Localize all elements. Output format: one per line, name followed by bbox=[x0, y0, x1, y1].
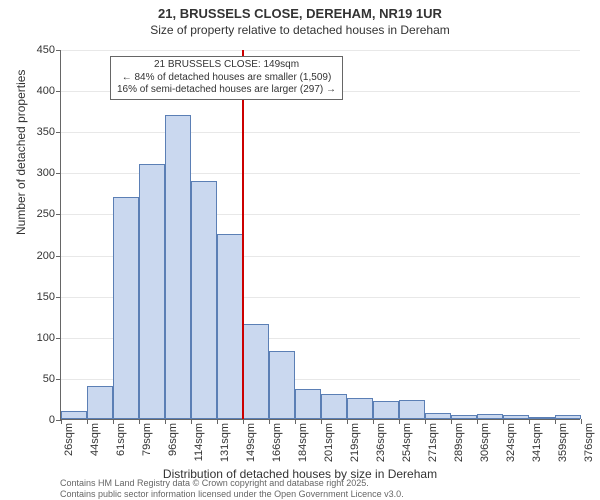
histogram-bar bbox=[373, 401, 399, 419]
histogram-bar bbox=[425, 413, 451, 419]
histogram-bar bbox=[243, 324, 269, 419]
histogram-bar bbox=[503, 415, 529, 419]
xtick-mark bbox=[61, 419, 62, 424]
histogram-bar bbox=[165, 115, 191, 419]
ytick-mark bbox=[56, 173, 61, 174]
xtick-label: 184sqm bbox=[297, 423, 309, 462]
xtick-label: 219sqm bbox=[349, 423, 361, 462]
xtick-mark bbox=[347, 419, 348, 424]
ytick-label: 50 bbox=[43, 373, 55, 385]
xtick-label: 306sqm bbox=[479, 423, 491, 462]
xtick-label: 289sqm bbox=[453, 423, 465, 462]
histogram-bar bbox=[529, 417, 555, 419]
xtick-label: 254sqm bbox=[401, 423, 413, 462]
xtick-mark bbox=[191, 419, 192, 424]
ytick-mark bbox=[56, 214, 61, 215]
ytick-label: 450 bbox=[37, 44, 55, 56]
histogram-bar bbox=[87, 386, 113, 419]
ytick-label: 400 bbox=[37, 85, 55, 97]
histogram-bar bbox=[555, 415, 581, 419]
histogram-bar bbox=[399, 400, 425, 419]
plot-region: 05010015020025030035040045026sqm44sqm61s… bbox=[60, 50, 580, 420]
xtick-mark bbox=[139, 419, 140, 424]
histogram-bar bbox=[139, 164, 165, 419]
histogram-bar bbox=[113, 197, 139, 419]
xtick-label: 359sqm bbox=[557, 423, 569, 462]
xtick-label: 114sqm bbox=[193, 423, 205, 461]
gridline bbox=[61, 132, 580, 133]
xtick-mark bbox=[87, 419, 88, 424]
xtick-label: 376sqm bbox=[583, 423, 595, 462]
footer-line-2: Contains public sector information licen… bbox=[60, 489, 404, 500]
xtick-mark bbox=[165, 419, 166, 424]
xtick-label: 236sqm bbox=[375, 423, 387, 462]
xtick-mark bbox=[477, 419, 478, 424]
xtick-label: 201sqm bbox=[323, 423, 335, 462]
histogram-bar bbox=[451, 415, 477, 419]
xtick-mark bbox=[321, 419, 322, 424]
xtick-label: 341sqm bbox=[531, 423, 543, 462]
xtick-mark bbox=[269, 419, 270, 424]
ytick-mark bbox=[56, 338, 61, 339]
y-axis-label: Number of detached properties bbox=[14, 70, 28, 235]
ytick-label: 350 bbox=[37, 126, 55, 138]
histogram-bar bbox=[295, 389, 321, 419]
ytick-label: 0 bbox=[49, 414, 55, 426]
xtick-label: 79sqm bbox=[141, 423, 153, 456]
xtick-mark bbox=[243, 419, 244, 424]
xtick-label: 324sqm bbox=[505, 423, 517, 462]
histogram-bar bbox=[61, 411, 87, 419]
xtick-mark bbox=[295, 419, 296, 424]
gridline bbox=[61, 50, 580, 51]
xtick-mark bbox=[451, 419, 452, 424]
xtick-label: 96sqm bbox=[167, 423, 179, 456]
xtick-mark bbox=[581, 419, 582, 424]
xtick-label: 131sqm bbox=[219, 423, 231, 462]
marker-line bbox=[242, 50, 244, 419]
footer: Contains HM Land Registry data © Crown c… bbox=[60, 478, 404, 500]
annotation-line-3: 16% of semi-detached houses are larger (… bbox=[117, 84, 336, 97]
xtick-mark bbox=[425, 419, 426, 424]
footer-line-1: Contains HM Land Registry data © Crown c… bbox=[60, 478, 404, 489]
xtick-label: 61sqm bbox=[115, 423, 127, 456]
ytick-label: 150 bbox=[37, 291, 55, 303]
xtick-mark bbox=[113, 419, 114, 424]
ytick-mark bbox=[56, 256, 61, 257]
ytick-mark bbox=[56, 297, 61, 298]
histogram-bar bbox=[347, 398, 373, 419]
annotation-line-2: ← 84% of detached houses are smaller (1,… bbox=[117, 72, 336, 85]
ytick-mark bbox=[56, 50, 61, 51]
xtick-label: 166sqm bbox=[271, 423, 283, 462]
chart-area: 05010015020025030035040045026sqm44sqm61s… bbox=[60, 50, 580, 420]
xtick-mark bbox=[373, 419, 374, 424]
xtick-label: 149sqm bbox=[245, 423, 257, 462]
ytick-label: 250 bbox=[37, 208, 55, 220]
xtick-label: 26sqm bbox=[63, 423, 75, 456]
histogram-bar bbox=[321, 394, 347, 419]
histogram-bar bbox=[269, 351, 295, 419]
xtick-mark bbox=[399, 419, 400, 424]
xtick-mark bbox=[503, 419, 504, 424]
ytick-label: 300 bbox=[37, 167, 55, 179]
ytick-label: 200 bbox=[37, 250, 55, 262]
histogram-bar bbox=[477, 414, 503, 419]
ytick-mark bbox=[56, 132, 61, 133]
xtick-mark bbox=[529, 419, 530, 424]
histogram-bar bbox=[191, 181, 217, 419]
ytick-mark bbox=[56, 91, 61, 92]
xtick-mark bbox=[555, 419, 556, 424]
xtick-mark bbox=[217, 419, 218, 424]
ytick-label: 100 bbox=[37, 332, 55, 344]
ytick-mark bbox=[56, 379, 61, 380]
annotation-line-1: 21 BRUSSELS CLOSE: 149sqm bbox=[117, 59, 336, 72]
xtick-label: 271sqm bbox=[427, 423, 439, 462]
xtick-label: 44sqm bbox=[89, 423, 101, 456]
histogram-bar bbox=[217, 234, 243, 419]
page-title: 21, BRUSSELS CLOSE, DEREHAM, NR19 1UR bbox=[0, 0, 600, 21]
page-subtitle: Size of property relative to detached ho… bbox=[0, 21, 600, 37]
annotation-box: 21 BRUSSELS CLOSE: 149sqm ← 84% of detac… bbox=[110, 56, 343, 100]
